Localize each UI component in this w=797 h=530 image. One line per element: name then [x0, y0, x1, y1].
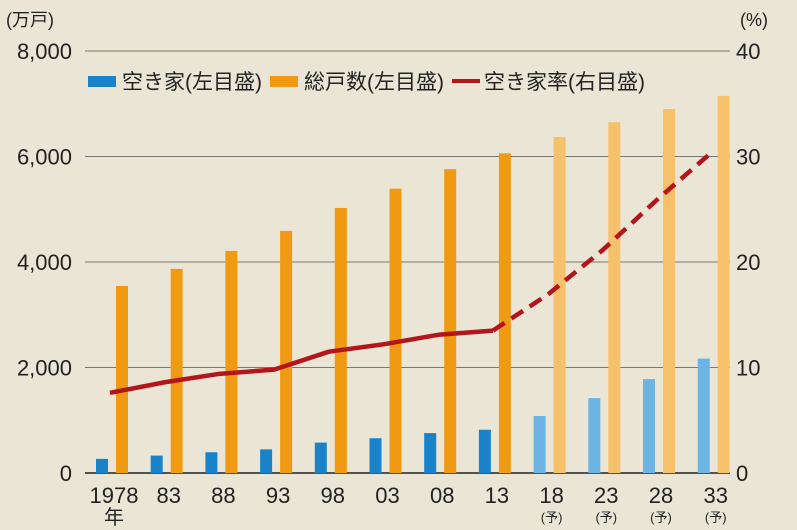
x-tick-label: 93: [266, 483, 290, 508]
bar-total-28: [663, 109, 675, 474]
legend-swatch-vacant: [88, 75, 116, 87]
left-tick-label: 0: [60, 461, 72, 486]
bar-vacant-88: [205, 452, 218, 473]
bar-total-13: [498, 153, 511, 473]
bar-total-93: [280, 230, 293, 473]
bar-vacant-23: [588, 398, 601, 473]
bar-vacant-28: [643, 379, 655, 473]
x-tick-label: 98: [321, 483, 345, 508]
bar-vacant-83: [150, 455, 163, 473]
forecast-mark: (予): [705, 510, 727, 525]
x-tick-label: 83: [156, 483, 180, 508]
bar-total-23: [608, 122, 621, 474]
line-vacancy-rate: [109, 328, 494, 396]
legend-label: 総戸数(左目盛): [304, 71, 444, 94]
left-tick-label: 4,000: [17, 250, 72, 275]
line-vacancy-rate-forecast: [491, 150, 714, 333]
bar-total-98: [334, 207, 347, 473]
bar-vacant-33: [697, 358, 710, 473]
bar-total-18: [553, 136, 566, 474]
x-tick-label: 13: [485, 483, 509, 508]
bar-vacant-18: [533, 416, 546, 473]
left-tick-label: 2,000: [17, 356, 72, 381]
forecast-mark: (予): [595, 510, 617, 525]
bar-vacant-03: [369, 438, 382, 473]
legend: 空き家(左目盛) 総戸数(左目盛) 空き家率(右目盛): [88, 66, 653, 96]
legend-item-vacant: 空き家(左目盛): [88, 66, 262, 96]
right-tick-label: 0: [736, 461, 748, 486]
bar-vacant-1978: [96, 458, 108, 473]
right-tick-label: 40: [736, 39, 760, 64]
x-tick-label: 23: [594, 483, 618, 508]
bar-total-1978: [116, 286, 128, 473]
forecast-mark: (予): [650, 510, 672, 525]
bar-vacant-98: [314, 442, 327, 473]
x-tick-label: 18: [539, 483, 563, 508]
right-tick-label: 30: [736, 145, 760, 170]
x-tick-label: 88: [211, 483, 235, 508]
legend-item-total: 総戸数(左目盛): [270, 66, 444, 96]
x-tick-label: 03: [375, 483, 399, 508]
x-tick-label: 1978: [90, 483, 139, 508]
left-tick-label: 6,000: [17, 145, 72, 170]
legend-item-rate: 空き家率(右目盛): [452, 66, 645, 96]
x-tick-label: 08: [430, 483, 454, 508]
forecast-mark: (予): [541, 510, 563, 525]
left-axis-unit: (万戸): [6, 10, 54, 30]
legend-label: 空き家率(右目盛): [484, 71, 645, 94]
year-suffix: 年: [104, 506, 124, 529]
x-tick-label: 33: [703, 483, 727, 508]
right-tick-label: 20: [736, 250, 760, 275]
bar-total-33: [717, 95, 730, 474]
bar-total-08: [444, 169, 457, 473]
legend-swatch-rate: [452, 79, 480, 83]
left-tick-label: 8,000: [17, 39, 72, 64]
bar-vacant-13: [478, 429, 491, 473]
bar-vacant-93: [260, 449, 273, 473]
right-axis-unit: (%): [740, 10, 768, 30]
right-tick-label: 10: [736, 356, 760, 381]
bar-total-83: [170, 268, 183, 473]
x-tick-label: 28: [649, 483, 673, 508]
bar-vacant-08: [424, 433, 437, 473]
bar-total-03: [389, 188, 402, 474]
bar-total-88: [225, 250, 238, 473]
legend-label: 空き家(左目盛): [122, 71, 262, 94]
legend-swatch-total: [270, 75, 298, 87]
